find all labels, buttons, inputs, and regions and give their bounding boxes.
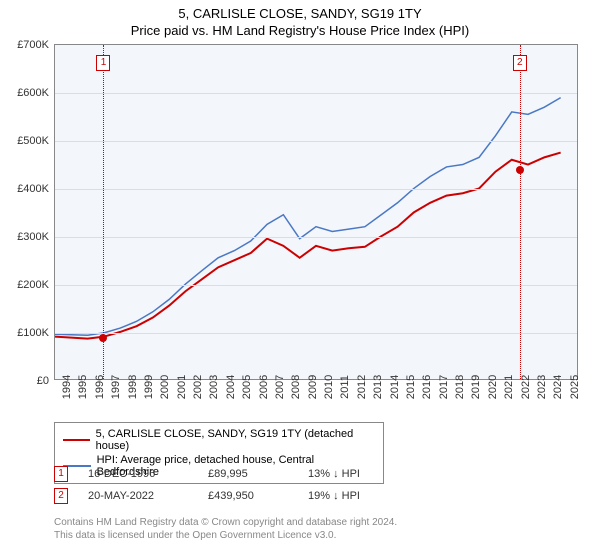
x-axis-tick: 2008 <box>284 367 302 391</box>
chart-container: 5, CARLISLE CLOSE, SANDY, SG19 1TY Price… <box>0 0 600 560</box>
y-axis-tick: £100K <box>17 327 55 339</box>
x-axis-tick: 2006 <box>252 367 270 391</box>
x-axis-tick: 2022 <box>514 367 532 391</box>
sale-marker-badge: 1 <box>96 55 110 71</box>
legend-row-property: 5, CARLISLE CLOSE, SANDY, SG19 1TY (deta… <box>63 427 375 453</box>
x-axis-tick: 1998 <box>121 367 139 391</box>
legend-label-property: 5, CARLISLE CLOSE, SANDY, SG19 1TY (deta… <box>96 428 375 452</box>
x-axis-tick: 2016 <box>415 367 433 391</box>
sale-row-price: £439,950 <box>208 490 308 502</box>
chart-plot-area: £0£100K£200K£300K£400K£500K£600K£700K199… <box>54 44 578 380</box>
sale-marker-line <box>520 45 521 379</box>
x-axis-tick: 2025 <box>563 367 581 391</box>
sale-row-pct: 13% ↓ HPI <box>308 468 408 480</box>
x-axis-tick: 2014 <box>383 367 401 391</box>
sale-row: 1 16-DEC-1996£89,99513% ↓ HPI <box>54 466 408 482</box>
sale-row: 2 20-MAY-2022£439,95019% ↓ HPI <box>54 488 408 504</box>
x-axis-tick: 2005 <box>235 367 253 391</box>
y-axis-tick: £200K <box>17 279 55 291</box>
sale-dot <box>99 334 107 342</box>
attribution-text: Contains HM Land Registry data © Crown c… <box>54 516 397 542</box>
x-axis-tick: 2017 <box>432 367 450 391</box>
chart-lines-svg <box>55 45 577 380</box>
x-axis-tick: 2024 <box>546 367 564 391</box>
x-axis-tick: 2001 <box>170 367 188 391</box>
chart-title: 5, CARLISLE CLOSE, SANDY, SG19 1TY <box>0 0 600 21</box>
grid-line <box>55 93 577 94</box>
sale-marker-badge: 2 <box>513 55 527 71</box>
legend-swatch-property <box>63 439 90 441</box>
chart-subtitle: Price paid vs. HM Land Registry's House … <box>0 21 600 38</box>
x-axis-tick: 2013 <box>366 367 384 391</box>
sale-row-date: 16-DEC-1996 <box>88 468 208 480</box>
sale-dot <box>516 166 524 174</box>
grid-line <box>55 333 577 334</box>
x-axis-tick: 2011 <box>333 367 351 391</box>
y-axis-tick: £300K <box>17 231 55 243</box>
grid-line <box>55 189 577 190</box>
x-axis-tick: 2009 <box>301 367 319 391</box>
y-axis-tick: £400K <box>17 183 55 195</box>
sale-row-date: 20-MAY-2022 <box>88 490 208 502</box>
attribution-line2: This data is licensed under the Open Gov… <box>54 529 397 542</box>
x-axis-tick: 1995 <box>71 367 89 391</box>
x-axis-tick: 2021 <box>497 367 515 391</box>
sale-row-badge: 2 <box>54 488 68 504</box>
x-axis-tick: 2000 <box>153 367 171 391</box>
series-line-property <box>55 153 561 339</box>
series-line-hpi <box>55 98 561 336</box>
sale-marker-line <box>103 45 104 379</box>
grid-line <box>55 141 577 142</box>
sale-row-badge: 1 <box>54 466 68 482</box>
attribution-line1: Contains HM Land Registry data © Crown c… <box>54 516 397 529</box>
x-axis-tick: 2019 <box>464 367 482 391</box>
y-axis-tick: £0 <box>37 375 55 387</box>
y-axis-tick: £700K <box>17 39 55 51</box>
y-axis-tick: £500K <box>17 135 55 147</box>
sale-row-price: £89,995 <box>208 468 308 480</box>
x-axis-tick: 2003 <box>202 367 220 391</box>
x-axis-tick: 1997 <box>104 367 122 391</box>
grid-line <box>55 285 577 286</box>
grid-line <box>55 237 577 238</box>
y-axis-tick: £600K <box>17 87 55 99</box>
sale-row-pct: 19% ↓ HPI <box>308 490 408 502</box>
